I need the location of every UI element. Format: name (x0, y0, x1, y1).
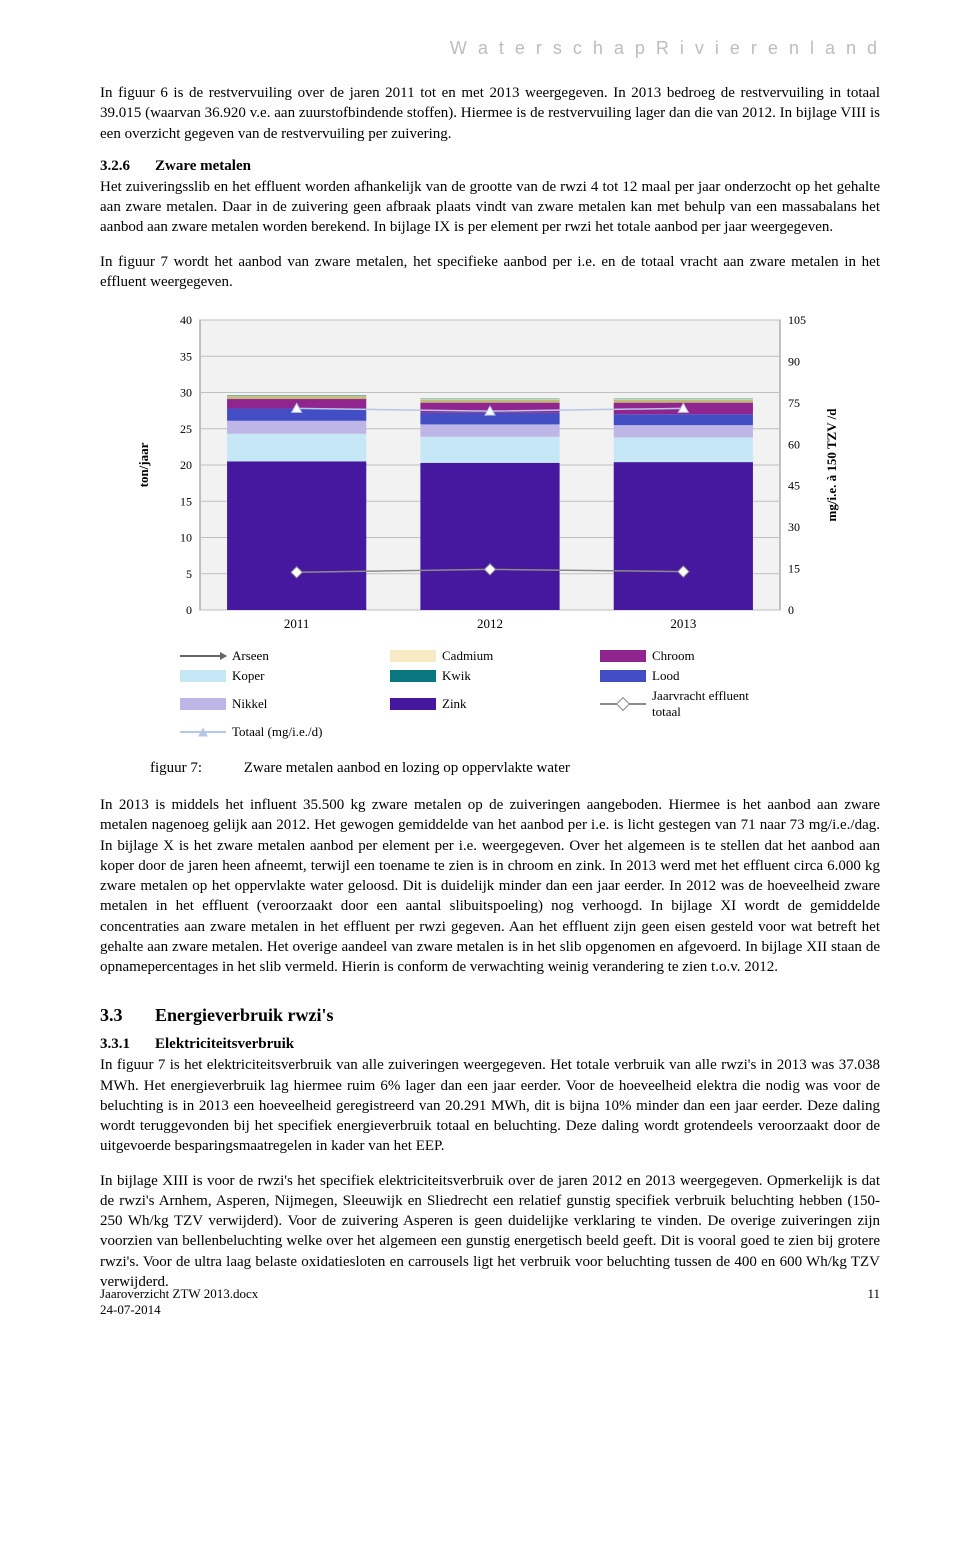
svg-text:ton/jaar: ton/jaar (136, 442, 151, 487)
svg-text:mg/i.e. à 150 TZV /d: mg/i.e. à 150 TZV /d (824, 408, 839, 522)
svg-text:45: 45 (788, 479, 800, 493)
svg-text:25: 25 (180, 422, 192, 436)
svg-text:15: 15 (180, 494, 192, 508)
brand-header: W a t e r s c h a p R i v i e r e n l a … (100, 38, 880, 59)
footer-date: 24-07-2014 (100, 1302, 258, 1318)
heading-3-3: 3.3Energieverbruik rwzi's (100, 1005, 880, 1026)
heading-3-3-1: 3.3.1Elektriciteitsverbruik (100, 1036, 880, 1053)
figure-7-label: figuur 7: (150, 760, 240, 777)
svg-text:90: 90 (788, 354, 800, 368)
svg-text:2013: 2013 (670, 616, 696, 631)
svg-text:40: 40 (180, 313, 192, 327)
svg-text:20: 20 (180, 458, 192, 472)
paragraph-4: In 2013 is middels het influent 35.500 k… (100, 795, 880, 977)
legend-item: Nikkel (180, 688, 360, 720)
svg-text:30: 30 (788, 520, 800, 534)
legend-item: Jaarvracht effluent totaal (600, 688, 780, 720)
svg-text:0: 0 (788, 603, 794, 617)
chart-svg: 0 5 10 15 20 25 30 35 40 ton/jaar 0 15 30 45 60 75 90 105… (130, 310, 850, 640)
heading-3-3-title: Energieverbruik rwzi's (155, 1005, 333, 1025)
paragraph-6: In bijlage XIII is voor de rwzi's het sp… (100, 1171, 880, 1293)
svg-text:35: 35 (180, 349, 192, 363)
paragraph-3: In figuur 7 wordt het aanbod van zware m… (100, 252, 880, 293)
paragraph-5: In figuur 7 is het elektriciteitsverbrui… (100, 1055, 880, 1156)
legend-item: Lood (600, 668, 780, 684)
paragraph-2: Het zuiveringsslib en het effluent worde… (100, 177, 880, 238)
heading-3-3-1-num: 3.3.1 (100, 1036, 155, 1053)
svg-text:75: 75 (788, 396, 800, 410)
figure-7-text: Zware metalen aanbod en lozing op opperv… (244, 760, 570, 776)
page-footer: Jaaroverzicht ZTW 2013.docx 24-07-2014 1… (100, 1286, 880, 1318)
svg-text:10: 10 (180, 531, 192, 545)
legend-item: Zink (390, 688, 570, 720)
footer-page: 11 (867, 1286, 880, 1318)
svg-text:2012: 2012 (477, 616, 503, 631)
legend-item: Koper (180, 668, 360, 684)
legend-item: Arseen (180, 648, 360, 664)
svg-text:105: 105 (788, 313, 806, 327)
legend-item: Kwik (390, 668, 570, 684)
legend-item: Totaal (mg/i.e./d) (180, 724, 360, 740)
svg-text:60: 60 (788, 437, 800, 451)
chart-legend: Arseen Cadmium Chroom Koper Kwik Lood Nikkel Zi… (180, 648, 800, 740)
paragraph-1: In figuur 6 is de restvervuiling over de… (100, 83, 880, 144)
footer-file: Jaaroverzicht ZTW 2013.docx (100, 1286, 258, 1302)
svg-text:15: 15 (788, 562, 800, 576)
svg-text:30: 30 (180, 386, 192, 400)
heading-3-3-num: 3.3 (100, 1005, 155, 1026)
heading-3-2-6-num: 3.2.6 (100, 158, 155, 175)
svg-text:0: 0 (186, 603, 192, 617)
legend-item: Cadmium (390, 648, 570, 664)
figure-7-caption: figuur 7: Zware metalen aanbod en lozing… (150, 760, 800, 777)
heading-3-2-6-title: Zware metalen (155, 158, 251, 174)
legend-item: Chroom (600, 648, 780, 664)
figure-7-chart: 0 5 10 15 20 25 30 35 40 ton/jaar 0 15 30 45 60 75 90 105… (100, 310, 880, 740)
svg-text:5: 5 (186, 567, 192, 581)
svg-text:2011: 2011 (284, 616, 310, 631)
heading-3-2-6: 3.2.6Zware metalen (100, 158, 880, 175)
heading-3-3-1-title: Elektriciteitsverbruik (155, 1036, 294, 1052)
